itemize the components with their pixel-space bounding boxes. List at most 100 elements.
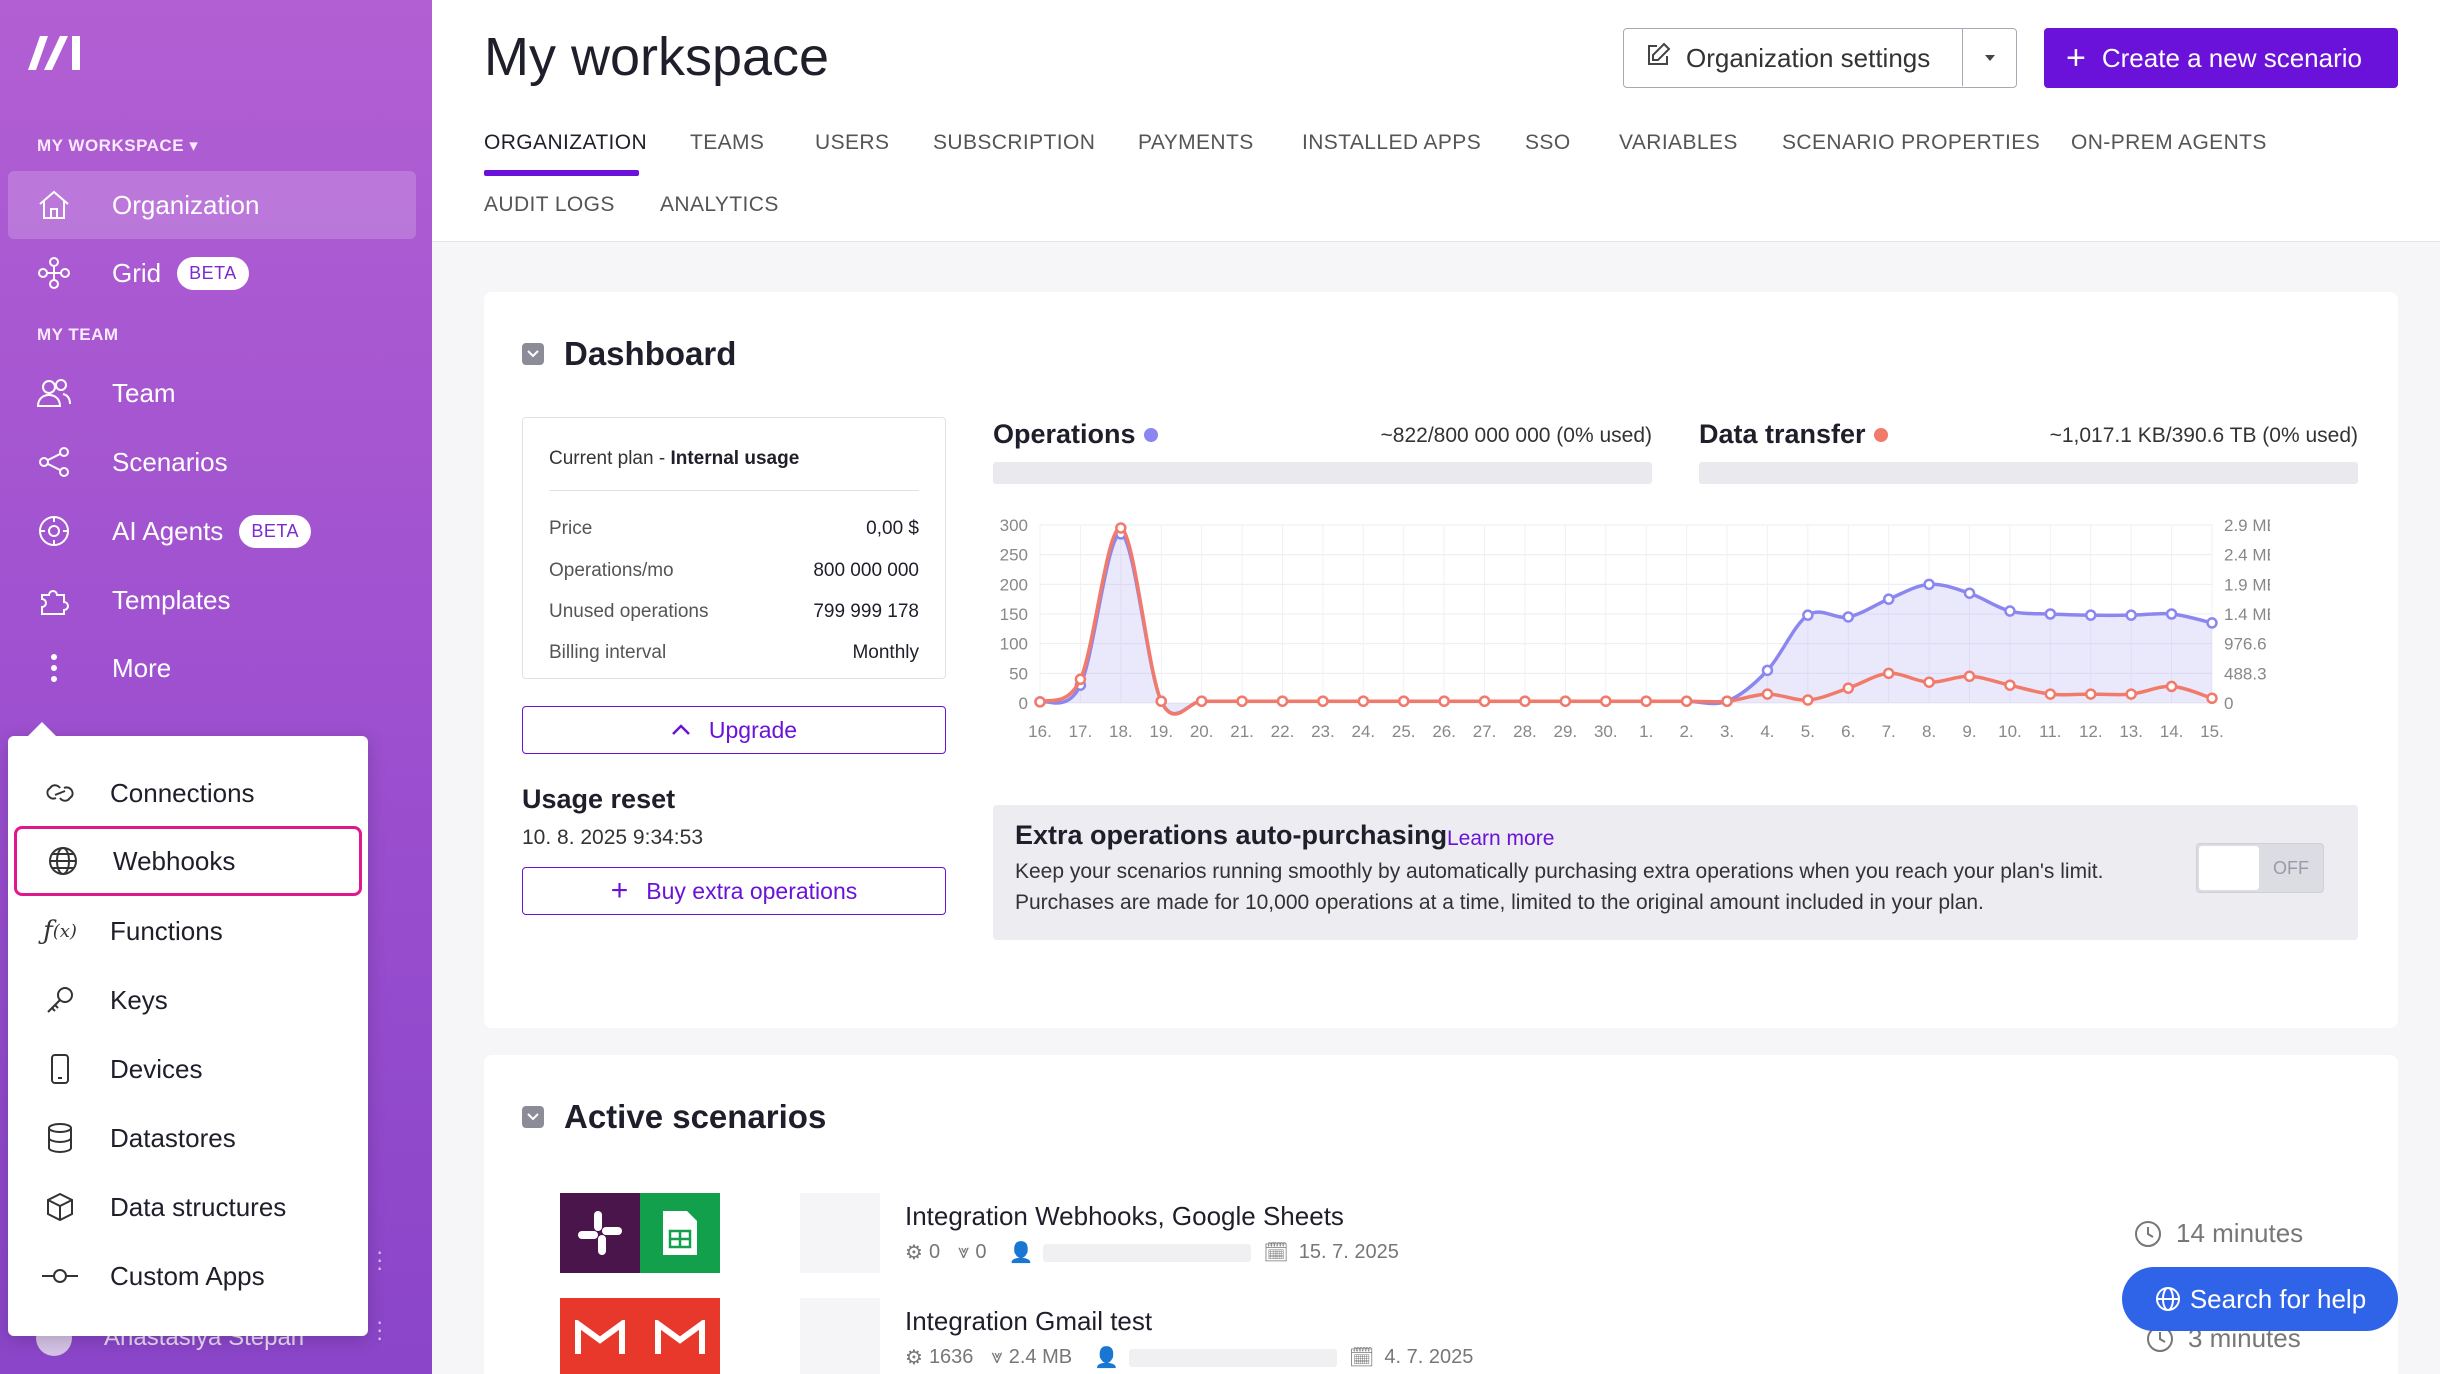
gmail-app-icon-2[interactable]	[640, 1298, 720, 1374]
organization-settings-dropdown[interactable]	[1962, 29, 2016, 86]
owner-placeholder	[1043, 1243, 1252, 1262]
scenario-name[interactable]: Integration Webhooks, Google Sheets	[905, 1201, 1344, 1231]
menu-item-label: Keys	[110, 984, 168, 1015]
tab-on-prem-agents[interactable]: ON-PREM AGENTS	[2071, 131, 2267, 154]
tab-teams[interactable]: TEAMS	[690, 131, 765, 154]
workspace-section-label[interactable]: MY WORKSPACE ▾	[37, 136, 199, 155]
tab-sso[interactable]: SSO	[1525, 131, 1571, 154]
menu-item-connections[interactable]: Connections	[14, 758, 362, 828]
menu-item-devices[interactable]: Devices	[14, 1034, 362, 1104]
extra-operations-text-2: Purchases are made for 10,000 operations…	[1015, 891, 1984, 914]
operations-point	[1963, 587, 1976, 599]
sidebar-item-team[interactable]: Team	[8, 359, 416, 427]
usage-chart: 300 2.9 MB 250 2.4 MB 200 1.9 MB 150 1.4 MB 100 9…	[1000, 516, 2270, 741]
extra-operations-text-1: Keep your scenarios running smoothly by …	[1015, 860, 2104, 883]
tab-variables[interactable]: VARIABLES	[1619, 131, 1738, 154]
sidebar-item-ai-agents[interactable]: AI Agents BETA	[8, 497, 416, 565]
tab-audit-logs[interactable]: AUDIT LOGS	[484, 193, 615, 216]
plan-row-unused: Unused operations 799 999 178	[549, 601, 919, 623]
tab-users[interactable]: USERS	[815, 131, 890, 154]
plan-name: Internal usage	[670, 448, 800, 469]
slack-app-icon[interactable]	[560, 1193, 640, 1273]
data-transfer-point	[1357, 695, 1370, 707]
database-icon	[40, 1118, 80, 1158]
active-scenarios-title[interactable]: Active scenarios	[522, 1098, 826, 1136]
x-tick-label: 5.	[1801, 722, 1815, 741]
sidebar-item-label: More	[112, 652, 172, 683]
link-icon	[40, 773, 80, 813]
tab-organization[interactable]: ORGANIZATION	[484, 131, 648, 154]
create-scenario-button[interactable]: + Create a new scenario	[2044, 28, 2398, 88]
data-transfer-point	[2125, 688, 2137, 700]
operations-point	[2044, 608, 2057, 620]
tab-payments[interactable]: PAYMENTS	[1138, 131, 1254, 154]
y-right-tick-label: 1.9 MB	[2224, 575, 2270, 594]
dashboard-title[interactable]: Dashboard	[522, 335, 736, 373]
commit-icon	[40, 1256, 80, 1296]
x-tick-label: 20.	[1190, 722, 1214, 741]
operations-point	[2125, 609, 2137, 621]
operations-meter	[993, 462, 1652, 484]
collapse-toggle-icon[interactable]	[522, 1106, 544, 1128]
search-for-help-button[interactable]: Search for help	[2122, 1267, 2398, 1331]
data-transfer-point	[1640, 695, 1652, 707]
google-sheets-app-icon[interactable]	[640, 1193, 720, 1273]
data-transfer-point	[1317, 695, 1329, 707]
menu-item-keys[interactable]: Keys	[14, 965, 362, 1035]
sidebar-item-label: Templates	[112, 584, 231, 615]
upgrade-button[interactable]: Upgrade	[522, 706, 946, 754]
sidebar-item-scenarios[interactable]: Scenarios	[8, 428, 416, 496]
data-transfer-legend-dot	[1873, 427, 1888, 442]
operations-legend-dot	[1143, 427, 1158, 442]
caret-down-icon	[1984, 54, 1995, 61]
menu-item-custom-apps[interactable]: Custom Apps	[14, 1241, 362, 1311]
operations-point	[2085, 609, 2097, 621]
sidebar-item-grid[interactable]: Grid BETA	[8, 239, 416, 307]
ai-agent-icon	[34, 511, 74, 551]
plan-row-operations: Operations/mo 800 000 000	[549, 560, 919, 582]
plan-key: Unused operations	[549, 601, 709, 622]
x-tick-label: 22.	[1271, 722, 1295, 741]
scenario-ops: 0	[928, 1241, 941, 1263]
user-icon: 👤	[1094, 1347, 1119, 1369]
x-tick-label: 6.	[1841, 722, 1855, 741]
operations-icon: ⚙	[905, 1242, 923, 1264]
scenario-name[interactable]: Integration Gmail test	[905, 1306, 1153, 1336]
toggle-knob	[2199, 846, 2259, 890]
active-tab-indicator	[484, 170, 639, 176]
sidebar-item-more[interactable]: More	[8, 634, 416, 702]
buy-extra-label: Buy extra operations	[646, 877, 858, 904]
clock-icon	[2135, 1220, 2161, 1247]
sidebar-item-label: Organization	[112, 189, 260, 220]
tab-installed-apps[interactable]: INSTALLED APPS	[1302, 131, 1482, 154]
sidebar-item-label: Grid	[112, 257, 162, 288]
globe-icon	[2155, 1287, 2180, 1311]
auto-purchase-toggle[interactable]: OFF	[2196, 843, 2324, 893]
operations-point	[1923, 578, 1935, 591]
organization-settings-button[interactable]: Organization settings	[1623, 28, 2017, 88]
more-dots-icon[interactable]: · · ·	[376, 1239, 384, 1280]
buy-extra-operations-button[interactable]: + Buy extra operations	[522, 867, 946, 915]
tab-analytics[interactable]: ANALYTICS	[660, 193, 779, 216]
menu-item-data-structures[interactable]: Data structures	[14, 1172, 362, 1242]
sidebar-item-organization[interactable]: Organization	[8, 171, 416, 239]
gmail-app-icon[interactable]	[560, 1298, 640, 1374]
collapse-toggle-icon[interactable]	[522, 343, 544, 365]
operations-point	[2206, 617, 2218, 629]
user-menu-dots-icon[interactable]: · · ·	[376, 1309, 384, 1350]
menu-item-functions[interactable]: ƒ (x) Functions	[14, 896, 362, 966]
make-logo-icon[interactable]	[24, 30, 88, 74]
data-transfer-point	[1802, 694, 1814, 706]
learn-more-link[interactable]: Learn more	[1447, 827, 1555, 850]
chevron-up-icon	[671, 724, 690, 735]
menu-item-webhooks[interactable]: Webhooks	[14, 826, 362, 896]
data-transfer-point	[1680, 695, 1693, 707]
more-vertical-icon	[34, 648, 74, 688]
tab-subscription[interactable]: SUBSCRIPTION	[933, 131, 1096, 154]
menu-item-datastores[interactable]: Datastores	[14, 1103, 362, 1173]
x-tick-label: 3.	[1720, 722, 1734, 741]
tab-scenario-properties[interactable]: SCENARIO PROPERTIES	[1782, 131, 2041, 154]
sidebar-item-templates[interactable]: Templates	[8, 566, 416, 634]
data-transfer-point	[1236, 695, 1248, 707]
x-tick-label: 11.	[2039, 722, 2061, 741]
